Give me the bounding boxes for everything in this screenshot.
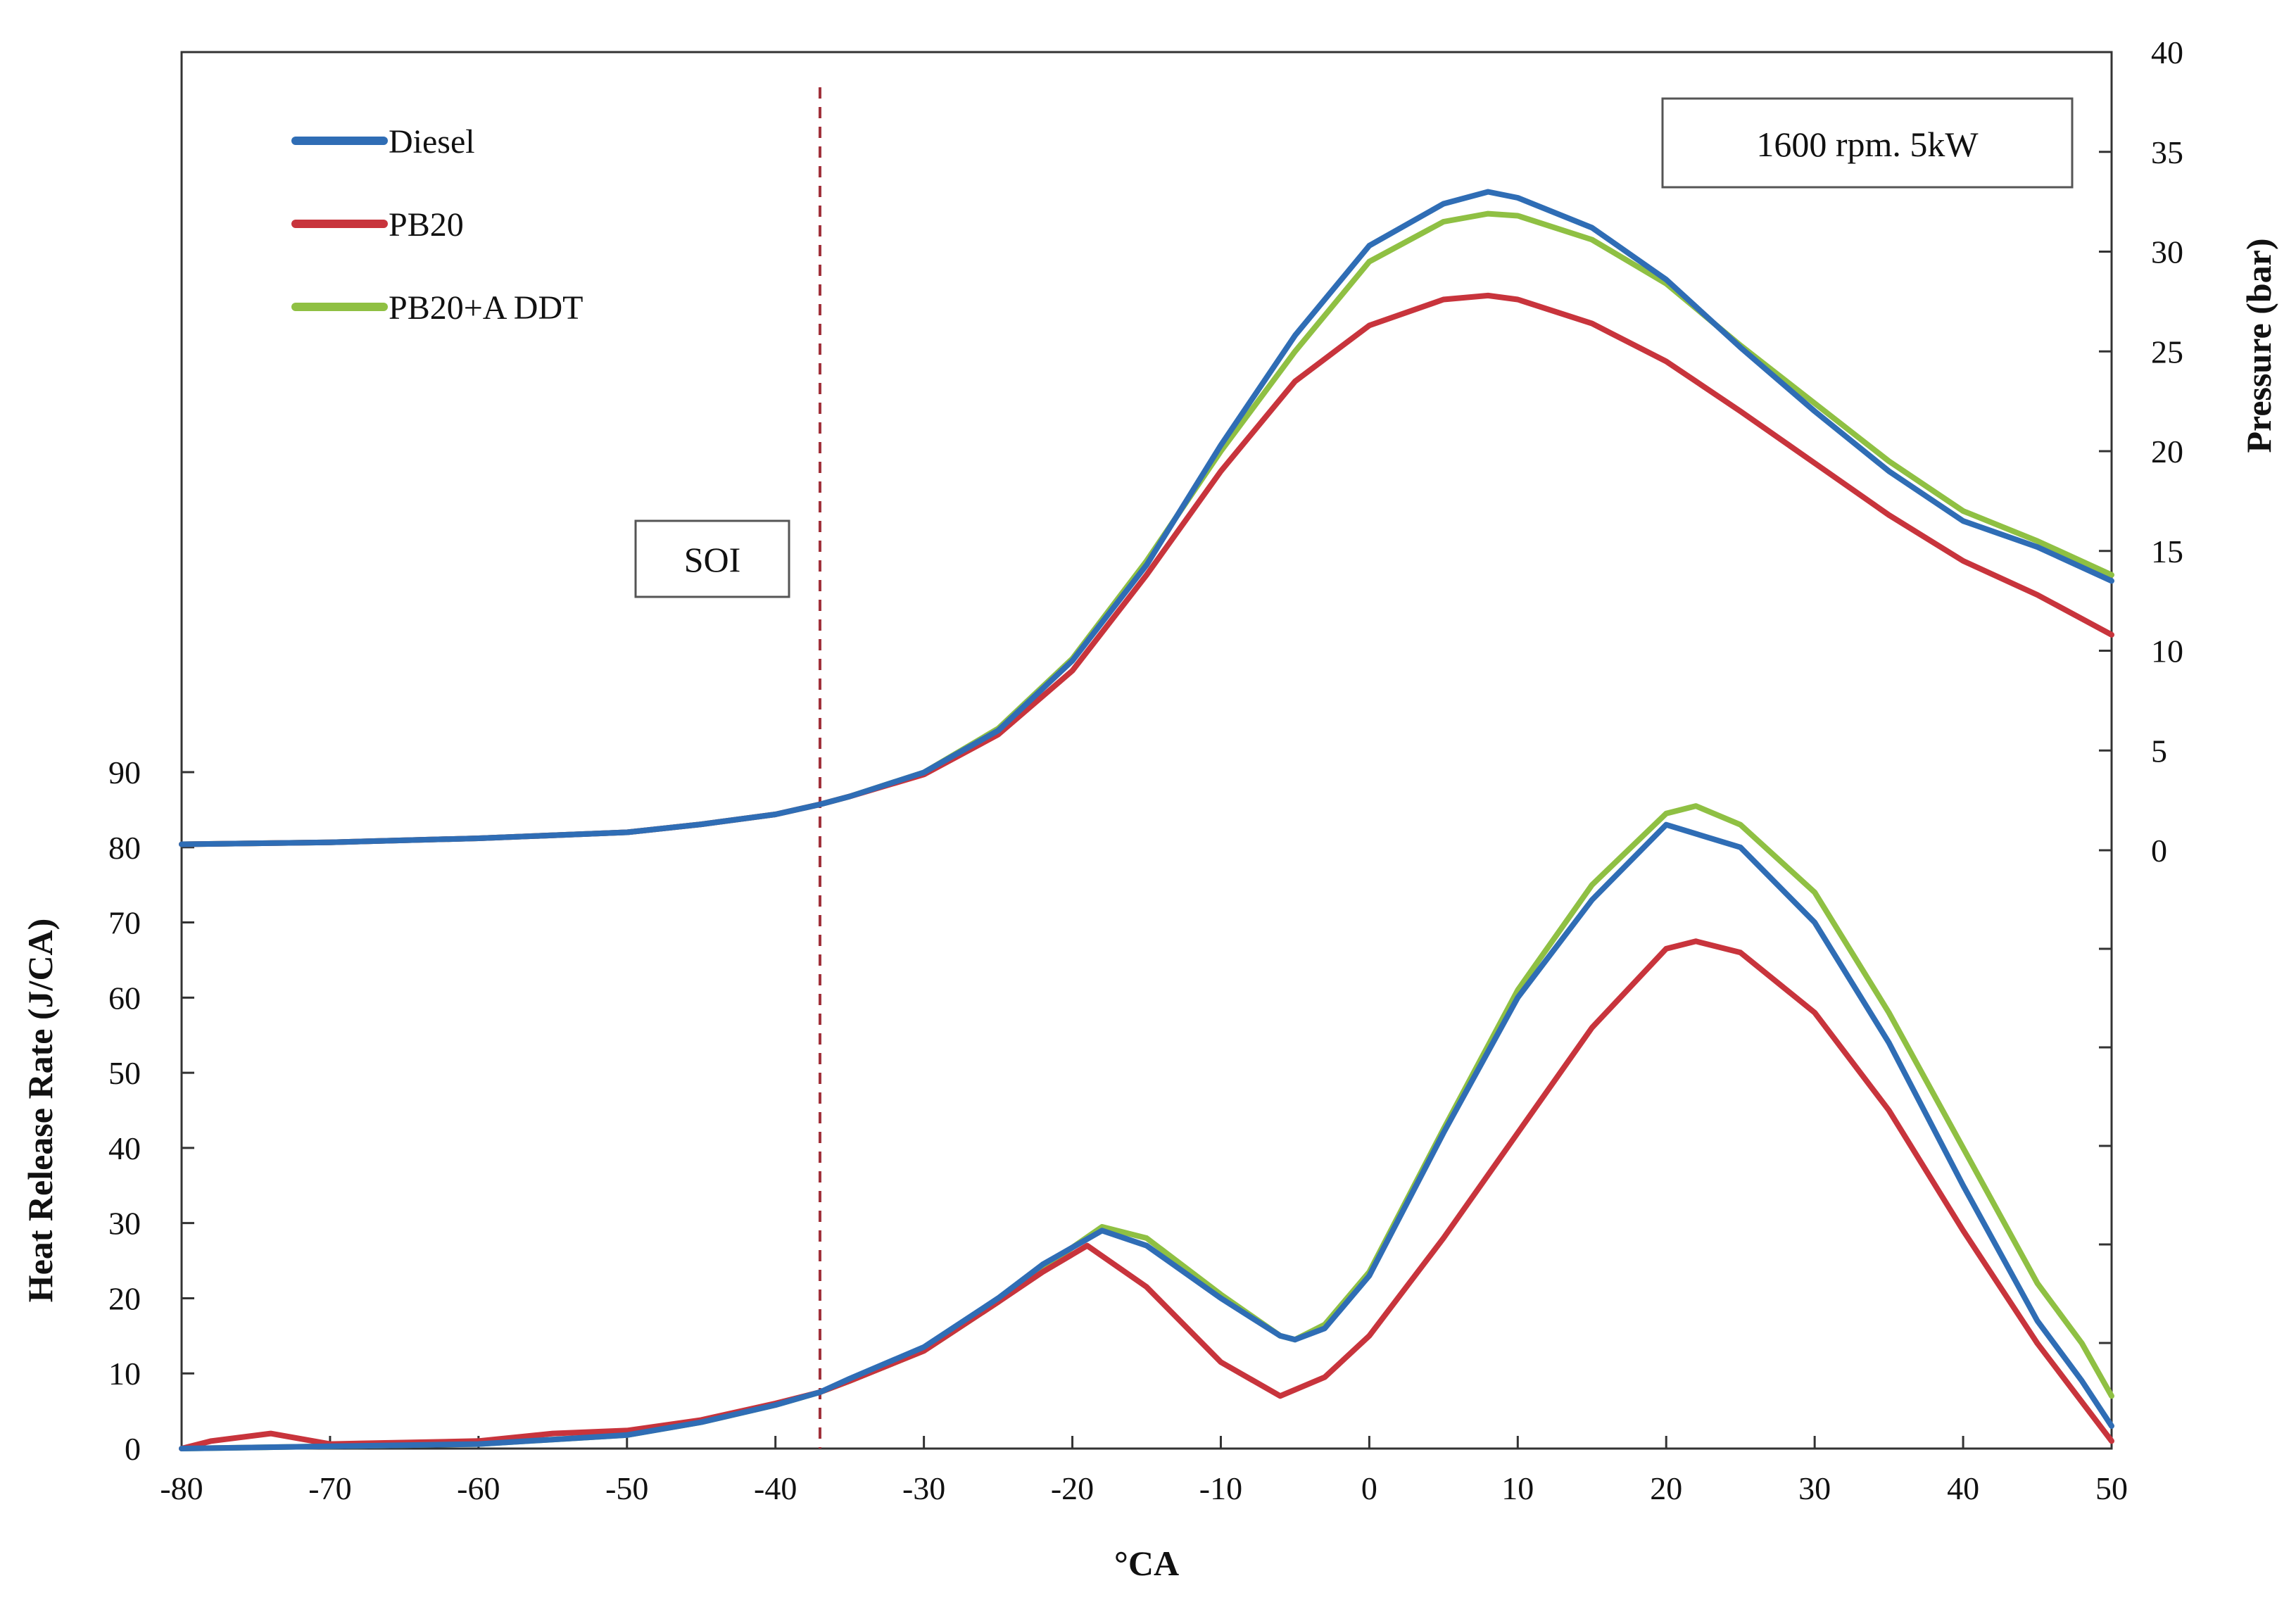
y-left-tick-label: 30 — [108, 1206, 141, 1242]
x-tick-label: 0 — [1361, 1470, 1377, 1506]
soi-annotation: SOI — [634, 87, 821, 1449]
y-right-tick-label: 10 — [2151, 633, 2183, 669]
x-tick-label: 30 — [1798, 1470, 1831, 1506]
y-left-tick-label: 80 — [108, 830, 141, 866]
y-left-axis-title: Heat Release Rate (J/CA) — [20, 919, 60, 1303]
y-right-tick-label: 20 — [2151, 434, 2183, 469]
legend-item-diesel: Diesel — [291, 123, 475, 160]
x-axis-title: °CA — [1114, 1544, 1179, 1583]
y-right-tick-label: 40 — [2151, 34, 2183, 70]
legend-label: PB20 — [389, 206, 464, 244]
soi-label-box — [634, 519, 790, 598]
y-left-tick-label: 20 — [108, 1280, 141, 1316]
y-right-tick-label: 0 — [2151, 833, 2167, 869]
legend-item-pb20: PB20 — [291, 206, 464, 244]
x-tick-label: 40 — [1947, 1470, 1979, 1506]
condition-box-border — [1661, 97, 2074, 189]
series-lines — [179, 189, 2114, 1451]
hrr-line-diesel — [179, 821, 2114, 1451]
x-tick-label: -50 — [605, 1470, 648, 1506]
pressure-line-diesel — [179, 189, 2114, 847]
y-left-tick-label: 10 — [108, 1356, 141, 1392]
hrr-line-pb20 — [179, 938, 2114, 1451]
y-left-tick-label: 0 — [125, 1431, 141, 1467]
x-tick-label: -10 — [1199, 1470, 1242, 1506]
y-left-tick-label: 50 — [108, 1055, 141, 1091]
x-tick-label: -70 — [308, 1470, 351, 1506]
x-tick-label: -80 — [160, 1470, 203, 1506]
x-axis-ticks: -80 -70 -60 -50 -40 -30 -20 -10 0 10 20 30 40 50 — [160, 1436, 2128, 1506]
y-right-tick-label: 35 — [2151, 134, 2183, 170]
y-left-axis-ticks: 0 10 20 30 40 50 60 70 80 90 — [108, 755, 194, 1467]
condition-label: 1600 rpm. 5kW — [1756, 125, 1979, 164]
x-tick-label: -40 — [754, 1470, 797, 1506]
x-tick-label: -20 — [1051, 1470, 1094, 1506]
y-left-tick-label: 70 — [108, 905, 141, 941]
y-right-axis-ticks: 0 5 10 15 20 25 30 35 40 — [2099, 34, 2183, 1344]
y-right-tick-label: 30 — [2151, 234, 2183, 270]
x-tick-label: -60 — [457, 1470, 500, 1506]
y-right-tick-label: 15 — [2151, 534, 2183, 569]
y-left-tick-label: 40 — [108, 1130, 141, 1166]
legend-label: PB20+A DDT — [389, 289, 583, 327]
x-tick-label: -30 — [902, 1470, 945, 1506]
legend: Diesel PB20 PB20+A DDT — [291, 123, 583, 327]
y-right-axis-title: Pressure (bar) — [2239, 238, 2278, 453]
x-tick-label: 10 — [1501, 1470, 1534, 1506]
y-left-tick-label: 60 — [108, 980, 141, 1016]
legend-item-pb20-a-ddt: PB20+A DDT — [291, 289, 583, 327]
y-right-tick-label: 25 — [2151, 334, 2183, 370]
x-tick-label: 20 — [1650, 1470, 1682, 1506]
soi-label: SOI — [684, 540, 741, 579]
legend-label: Diesel — [389, 123, 475, 160]
y-left-tick-label: 90 — [108, 755, 141, 790]
y-right-tick-label: 5 — [2151, 733, 2167, 769]
condition-annotation: 1600 rpm. 5kW — [1661, 97, 2074, 189]
x-tick-label: 50 — [2095, 1470, 2128, 1506]
